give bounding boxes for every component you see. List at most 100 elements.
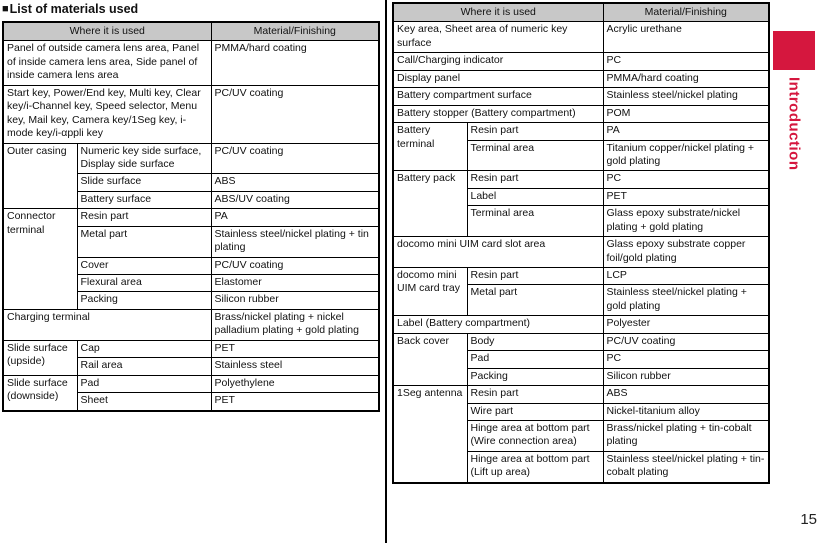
where-cell: Panel of outside camera lens area, Panel… xyxy=(2,40,212,86)
part-cell: Battery surface xyxy=(76,190,212,210)
where-cell: Battery compartment surface xyxy=(392,87,604,106)
material-cell: PC/UV coating xyxy=(210,142,380,175)
table-row: Outer casing Numeric key side surface, Di… xyxy=(2,142,380,210)
group-cell: 1Seg antenna xyxy=(392,385,468,484)
chapter-side-tab: Introduction xyxy=(773,31,815,170)
part-cell: Label xyxy=(466,187,604,207)
material-cell: Silicon rubber xyxy=(602,367,770,387)
material-cell: Stainless steel/nickel plating + tin-cob… xyxy=(602,450,770,484)
table-row: Panel of outside camera lens area, Panel… xyxy=(2,40,380,86)
material-cell: PMMA/hard coating xyxy=(210,40,380,86)
material-cell: POM xyxy=(602,104,770,124)
table-row: 1Seg antenna Resin part ABS xyxy=(392,385,770,484)
part-cell: Resin part xyxy=(466,266,604,286)
part-cell: Flexural area xyxy=(76,273,212,293)
table-row: Battery compartment surface Stainless ste… xyxy=(392,87,770,106)
table-row: Connector terminal Resin part PA xyxy=(2,208,380,310)
table-row: Packing Silicon rubber xyxy=(3,291,380,310)
material-cell: PA xyxy=(602,122,770,141)
material-cell: PC xyxy=(602,170,770,189)
column-header-material: Material/Finishing xyxy=(602,2,770,23)
material-cell: Stainless steel/nickel plating + tin pla… xyxy=(210,225,380,258)
materials-table-right: Where it is used Material/Finishing Key … xyxy=(392,2,770,484)
table-row: Start key, Power/End key, Multi key, Cle… xyxy=(2,84,380,144)
part-cell: Metal part xyxy=(76,225,212,258)
part-cell: Numeric key side surface, Display side s… xyxy=(76,142,212,175)
part-cell: Hinge area at bottom part (Wire connecti… xyxy=(466,419,604,452)
table-row: Flexural area Elastomer xyxy=(3,273,380,293)
group-cell: Slide surface (upside) xyxy=(2,339,78,376)
table-row: Slide surface (upside) Cap PET xyxy=(2,339,380,376)
table-row: Slide surface ABS xyxy=(3,173,380,192)
table-row: Key area, Sheet area of numeric key surf… xyxy=(392,21,770,54)
group-cell: Outer casing xyxy=(2,142,78,210)
material-cell: Stainless steel/nickel plating + gold pl… xyxy=(602,284,770,317)
part-cell: Cover xyxy=(76,256,212,276)
material-cell: PET xyxy=(210,339,380,359)
part-cell: Sheet xyxy=(76,392,212,411)
chapter-tab-marker xyxy=(773,31,815,70)
part-cell: Wire part xyxy=(466,402,604,421)
where-cell: Battery stopper (Battery compartment) xyxy=(392,104,604,124)
part-cell: Body xyxy=(466,332,604,352)
material-cell: PC xyxy=(602,52,770,71)
group-cell: Battery pack xyxy=(392,170,468,238)
material-cell: Titanium copper/nickel plating + gold pl… xyxy=(602,139,770,172)
material-cell: PET xyxy=(602,187,770,207)
table-row: Packing Silicon rubber xyxy=(393,367,770,387)
material-cell: Glass epoxy substrate copper foil/gold p… xyxy=(602,236,770,268)
table-row: Slide surface (downside) Pad Polyethylene xyxy=(2,374,380,412)
group-cell: Back cover xyxy=(392,332,468,387)
table-row: Hinge area at bottom part (Wire connecti… xyxy=(393,419,770,452)
material-cell: ABS xyxy=(602,385,770,404)
group-cell: Connector terminal xyxy=(2,208,78,310)
group-cell: docomo mini UIM card tray xyxy=(392,266,468,317)
table-row: Hinge area at bottom part (Lift up area)… xyxy=(393,450,770,484)
table-row: Back cover Body PC/UV coating xyxy=(392,332,770,387)
material-cell: Nickel-titanium alloy xyxy=(602,402,770,421)
part-cell: Slide surface xyxy=(76,173,212,192)
group-cell: Slide surface (downside) xyxy=(2,374,78,412)
table-row: Charging terminal Brass/nickel plating + … xyxy=(2,308,380,341)
table-row: Sheet PET xyxy=(3,392,380,411)
material-cell: PC/UV coating xyxy=(210,84,380,144)
material-cell: Silicon rubber xyxy=(210,291,380,310)
material-cell: Polyethylene xyxy=(210,374,380,394)
group-cell: Battery terminal xyxy=(392,122,468,172)
column-header-material: Material/Finishing xyxy=(210,21,380,42)
column-header-where: Where it is used xyxy=(2,21,212,42)
table-row: Label (Battery compartment) Polyester xyxy=(392,315,770,334)
material-cell: PC/UV coating xyxy=(210,256,380,276)
table-row: Battery terminal Resin part PA xyxy=(392,122,770,172)
part-cell: Metal part xyxy=(466,284,604,317)
column-header-where: Where it is used xyxy=(392,2,604,23)
material-cell: Elastomer xyxy=(210,273,380,293)
table-row: Pad PC xyxy=(393,350,770,369)
material-cell: Stainless steel/nickel plating xyxy=(602,87,770,106)
right-page-column: Where it is used Material/Finishing Key … xyxy=(392,2,770,484)
table-row: Label PET xyxy=(393,187,770,207)
table-row: Metal part Stainless steel/nickel plating… xyxy=(3,225,380,258)
where-cell: Label (Battery compartment) xyxy=(392,315,604,334)
table-row: Display panel PMMA/hard coating xyxy=(392,69,770,89)
table-header-row: Where it is used Material/Finishing xyxy=(392,2,770,23)
table-row: Terminal area Glass epoxy substrate/nicke… xyxy=(393,205,770,238)
material-cell: LCP xyxy=(602,266,770,286)
part-cell: Rail area xyxy=(76,357,212,376)
page-number: 15 xyxy=(800,511,817,528)
material-cell: PC xyxy=(602,350,770,369)
table-row: Terminal area Titanium copper/nickel plat… xyxy=(393,139,770,172)
part-cell: Pad xyxy=(76,374,212,394)
material-cell: PA xyxy=(210,208,380,227)
part-cell: Packing xyxy=(76,291,212,310)
where-cell: docomo mini UIM card slot area xyxy=(392,236,604,268)
part-cell: Terminal area xyxy=(466,205,604,238)
page-title: ■ List of materials used xyxy=(2,2,379,17)
where-cell: Call/Charging indicator xyxy=(392,52,604,71)
where-cell: Start key, Power/End key, Multi key, Cle… xyxy=(2,84,212,144)
material-cell: Stainless steel xyxy=(210,357,380,376)
material-cell: Brass/nickel plating + nickel palladium … xyxy=(210,308,380,341)
table-row: Wire part Nickel-titanium alloy xyxy=(393,402,770,421)
material-cell: Glass epoxy substrate/nickel plating + g… xyxy=(602,205,770,238)
section-bullet-icon: ■ xyxy=(2,2,9,15)
